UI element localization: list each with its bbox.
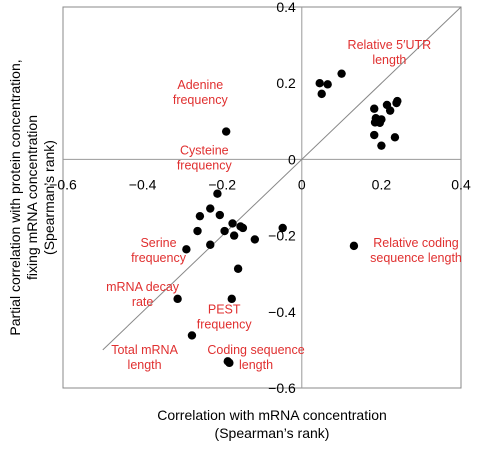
data-point [206,204,215,213]
data-point [233,264,243,273]
annotation-line: PEST [208,303,241,317]
y-tick-label: 0.4 [276,0,296,15]
data-point [220,226,229,236]
data-point [228,219,237,228]
annotation-label: Adenine frequency [173,78,229,107]
y-axis-title: Partial correlation with protein concent… [7,59,57,335]
annotation-line: mRNA decay [106,280,180,294]
annotation-line: length [128,358,162,372]
x-axis-title-line: (Spearman’s rank) [215,425,330,441]
data-point [278,223,287,233]
x-tick-label: 0.2 [372,176,392,192]
data-point [187,331,197,340]
data-point [213,189,222,198]
data-point [227,294,236,304]
x-tick-label: −0.4 [129,176,157,192]
annotation-label: Coding sequence length [207,343,304,372]
data-point [390,133,400,142]
data-point [238,223,248,233]
annotation-line: Serine [140,236,176,250]
data-point [173,294,182,304]
annotation-line: Cysteine [180,143,229,157]
annotation-label: Cysteine frequency [177,143,233,172]
data-point [375,118,385,128]
annotation-label: PEST frequency [197,303,253,332]
data-point [195,211,205,221]
annotation-label: Serine frequency [131,236,187,265]
annotation-label: mRNA decay rate [106,280,180,309]
data-point [370,130,379,140]
data-point [385,106,395,115]
annotation-line: Adenine [177,78,223,92]
data-point [370,104,379,113]
annotation-line: frequency [173,93,229,107]
y-tick-label: −0.6 [268,380,296,396]
annotation-label: Total mRNA length [111,343,178,372]
annotation-line: length [239,358,273,372]
y-axis-title-line: (Spearman’s rank) [41,140,57,255]
annotation-line: frequency [131,251,187,265]
data-point [221,127,231,136]
annotation-line: Relative coding [373,236,459,250]
data-point [206,240,215,249]
data-point [337,69,346,78]
y-axis-title-line: Partial correlation with protein concent… [7,59,23,335]
annotation-line: frequency [197,318,253,332]
data-point [225,358,234,368]
annotation-line: rate [132,295,154,309]
annotation-label: Relative coding sequence length [370,236,462,265]
data-point [182,245,191,254]
data-point [349,241,359,251]
annotation-label: Relative 5′UTR length [348,38,432,67]
annotation-line: sequence length [370,251,462,265]
x-tick-label: −0.6 [49,176,77,192]
data-point [229,231,239,240]
annotation-line: Coding sequence [207,343,304,357]
plot-frame [62,6,462,389]
data-point [315,79,324,88]
x-axis-title: Correlation with mRNA concentration (Spea… [157,407,387,441]
data-point [215,210,225,220]
data-point [193,226,202,236]
data-point [393,96,402,106]
data-point [317,89,326,99]
data-point [323,80,332,89]
annotation-line: frequency [177,158,233,172]
y-tick-label: 0.2 [276,75,296,91]
y-tick-label: −0.2 [268,228,296,244]
annotation-line: Relative 5′UTR [348,38,432,52]
annotation-line: length [372,53,406,67]
y-tick-label: 0 [288,151,296,167]
y-axis-title-line: fixing mRNA concentration [24,115,40,280]
x-tick-label: 0.4 [451,176,471,192]
diagonal-line [102,6,462,351]
y-tick-label: −0.4 [268,304,296,320]
data-point [250,235,260,244]
annotation-line: Total mRNA [111,343,178,357]
data-point [377,141,386,150]
x-tick-label: 0 [298,176,306,192]
x-axis-title-line: Correlation with mRNA concentration [157,407,387,423]
x-tick-label: −0.2 [208,176,236,192]
